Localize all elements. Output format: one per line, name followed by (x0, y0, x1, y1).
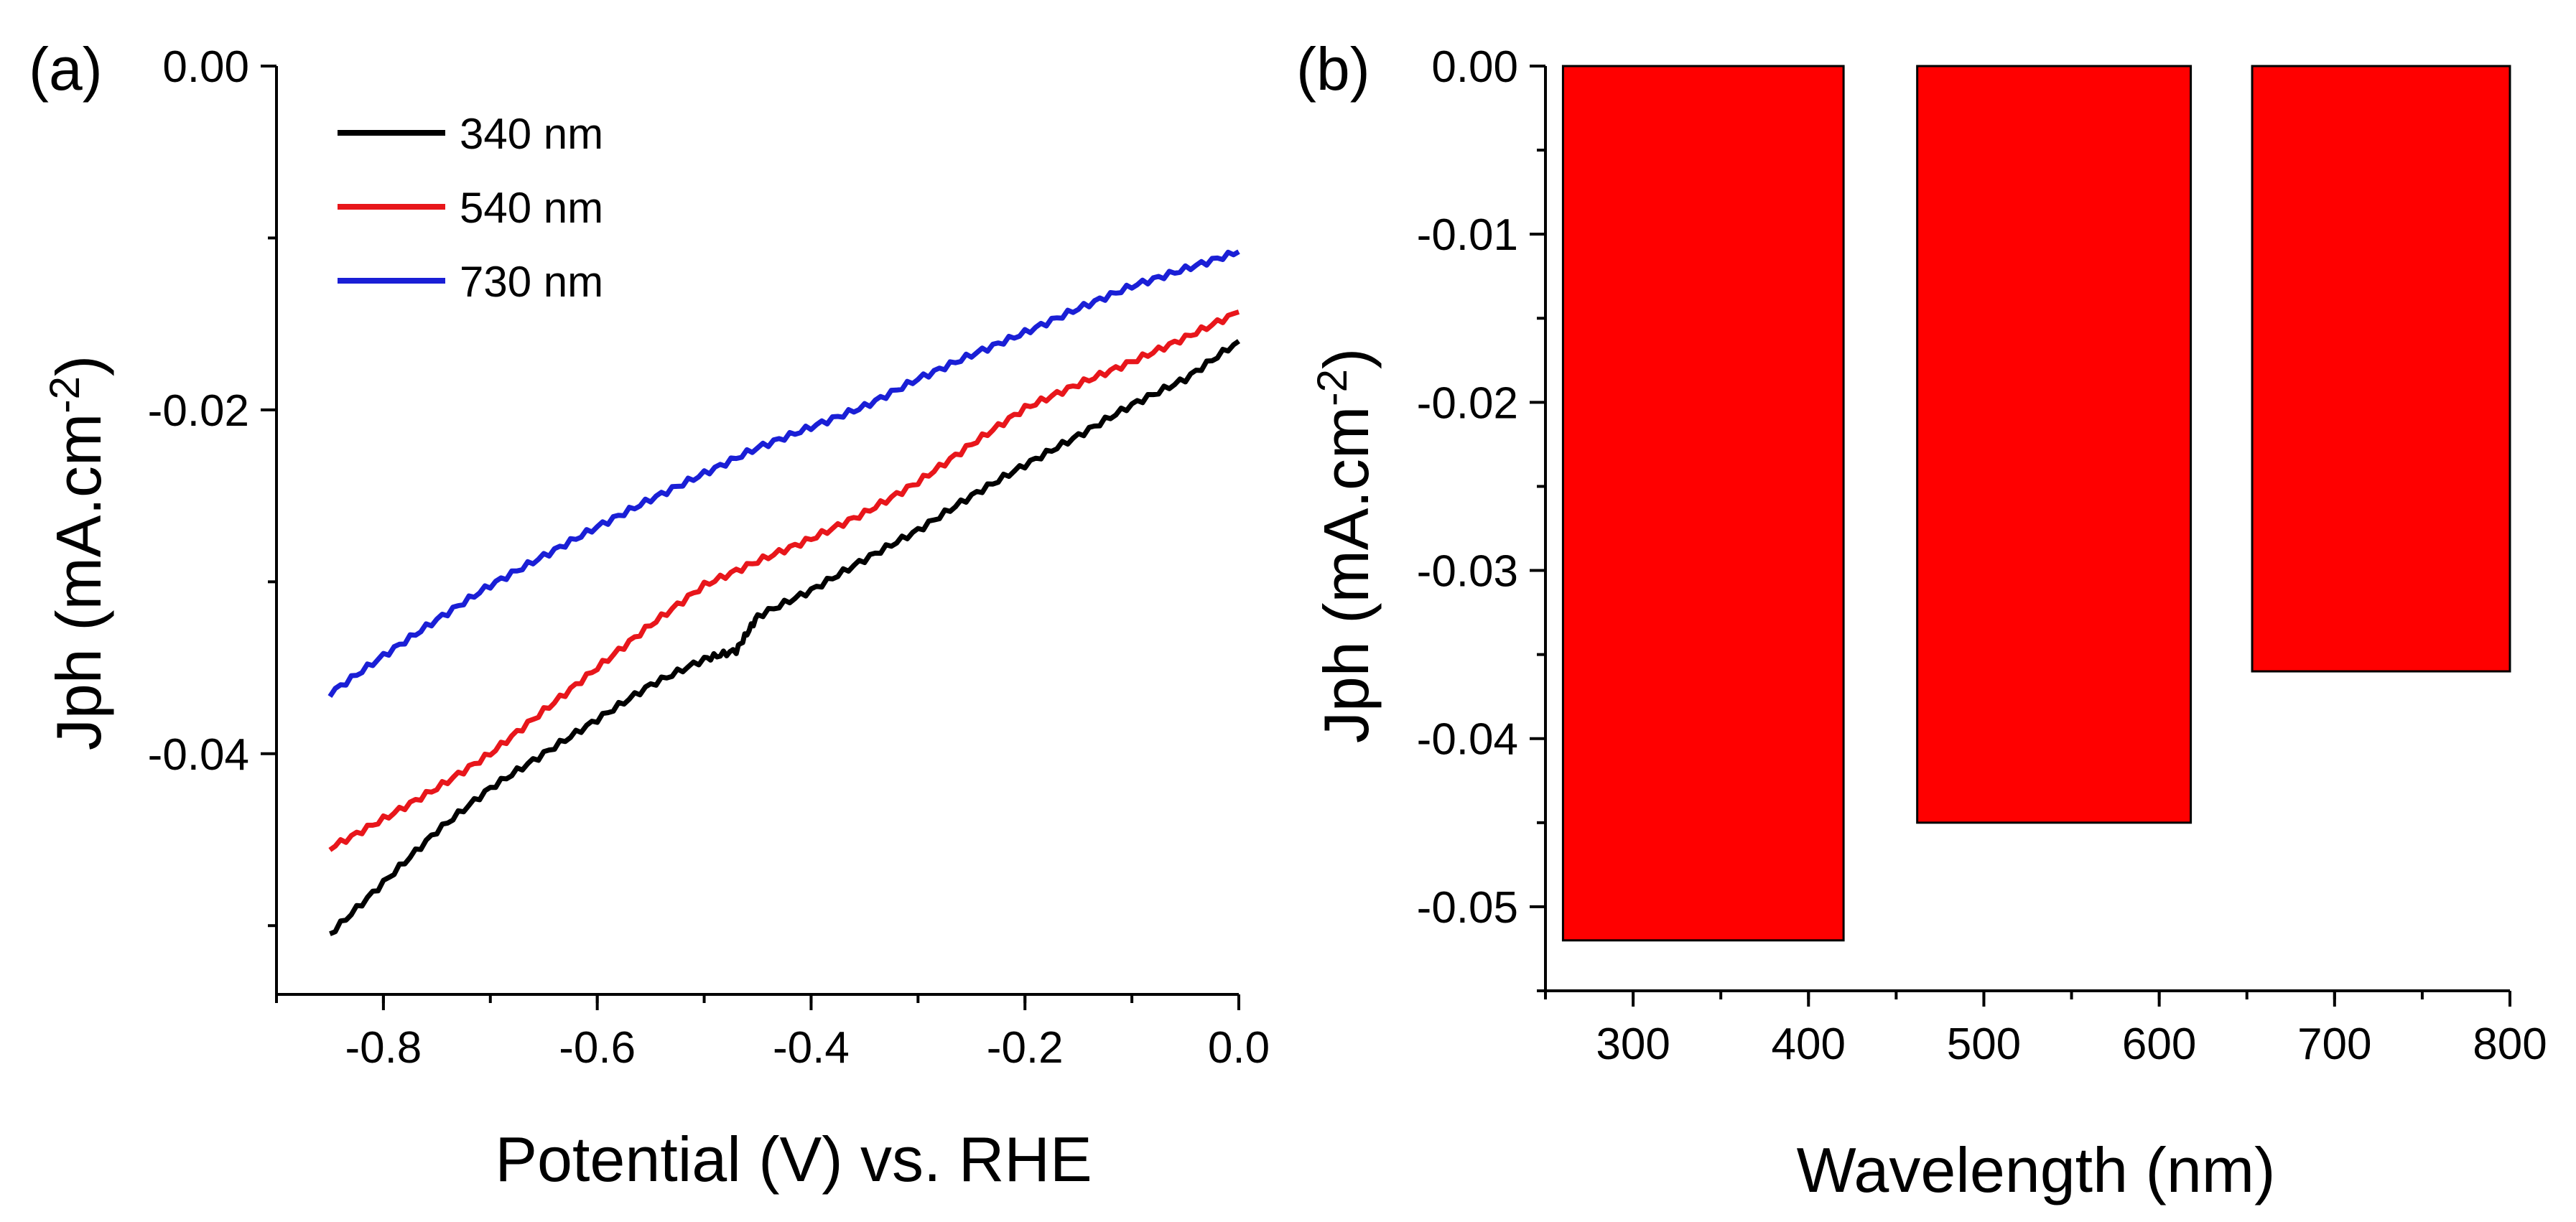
panel-b-x-tick-label: 500 (1947, 1020, 2021, 1069)
panel-b-x-tick-label: 400 (1772, 1020, 1846, 1069)
panel-b-x-ticks: 300 400 500 600 700 800 (1544, 991, 2547, 1069)
panel-b-plot-area (1544, 65, 2511, 992)
panel-a-y-tick-label: 0.00 (162, 42, 249, 92)
panel-b-y-axis-title-unit-text: (mA.cm (1311, 406, 1382, 624)
panel-a-x-tick-label: -0.6 (559, 1023, 636, 1073)
panel-b-bar (1561, 65, 1845, 942)
panel-a: (a) -0.8 -0.6 -0.4 -0.2 0.0 0.00 -0.02 -0.04 P… (29, 35, 1270, 1195)
panel-a-y-axis-title-unit (43, 631, 114, 648)
panel-b-x-tick-label: 300 (1596, 1020, 1670, 1069)
panel-a-series-540-nm (328, 309, 1240, 852)
panel-b-y-tick-label: -0.02 (1417, 378, 1518, 428)
panel-a-legend: 340 nm 540 nm 730 nm (338, 110, 603, 306)
panel-a-series-730-nm (327, 249, 1240, 699)
panel-b-y-tick-label: 0.00 (1431, 42, 1518, 92)
panel-a-y-axis-title-unit-text: (mA.cm (43, 414, 114, 631)
panel-a-plot-area (275, 66, 1241, 996)
panel-a-series-340-nm (329, 339, 1241, 936)
panel-a-x-tick-label: -0.8 (345, 1023, 422, 1073)
panel-b-y-axis-title-sup: -2 (1309, 369, 1356, 406)
panel-a-x-tick-label: -0.4 (773, 1023, 850, 1073)
panel-b-y-axis-title-space (1311, 624, 1382, 641)
panel-b: (b) 300 400 500 600 700 800 0.00 -0.01 -0.02 -0.… (1296, 35, 2547, 1205)
panel-a-legend-label: 340 nm (460, 110, 603, 158)
panel-b-bar (1916, 65, 2193, 824)
panel-b-y-tick-label: -0.05 (1417, 883, 1518, 933)
panel-a-x-tick-label: 0.0 (1208, 1023, 1270, 1073)
panel-b-y-tick-label: -0.04 (1417, 715, 1518, 765)
panel-a-y-axis-title-main: Jph (43, 648, 114, 750)
panel-b-x-axis-title: Wavelength (nm) (1797, 1134, 2276, 1205)
panel-b-bar (2251, 65, 2511, 673)
panel-a-y-ticks: 0.00 -0.02 -0.04 (148, 42, 276, 928)
panel-b-y-ticks: 0.00 -0.01 -0.02 -0.03 -0.04 -0.05 (1417, 42, 1545, 992)
panel-b-x-tick-label: 800 (2473, 1020, 2547, 1069)
panel-a-label: (a) (29, 35, 103, 103)
panel-b-x-tick-label: 700 (2297, 1020, 2371, 1069)
panel-a-legend-label: 730 nm (460, 258, 603, 306)
panel-a-x-axis-title: Potential (V) vs. RHE (495, 1124, 1092, 1195)
panel-a-y-tick-label: -0.02 (148, 386, 249, 436)
panel-b-y-axis-title: Jph (mA.cm-2) (1309, 348, 1382, 743)
panel-b-y-axis-title-close: ) (1311, 348, 1382, 369)
panel-a-y-axis-title-sup: -2 (42, 376, 88, 414)
panel-a-y-axis-title-close: ) (43, 355, 114, 376)
panel-a-x-ticks: -0.8 -0.6 -0.4 -0.2 0.0 (275, 994, 1270, 1073)
panel-b-label: (b) (1296, 35, 1370, 103)
panel-a-x-tick-label: -0.2 (987, 1023, 1064, 1073)
panel-b-y-axis-title-main: Jph (1311, 641, 1382, 743)
panel-a-y-axis-title: Jph (mA.cm-2) (42, 355, 114, 750)
panel-a-y-tick-label: -0.04 (148, 730, 249, 780)
panel-b-y-tick-label: -0.01 (1417, 210, 1518, 260)
panel-b-y-tick-label: -0.03 (1417, 547, 1518, 597)
panel-a-legend-label: 540 nm (460, 184, 603, 232)
panel-b-x-tick-label: 600 (2122, 1020, 2196, 1069)
